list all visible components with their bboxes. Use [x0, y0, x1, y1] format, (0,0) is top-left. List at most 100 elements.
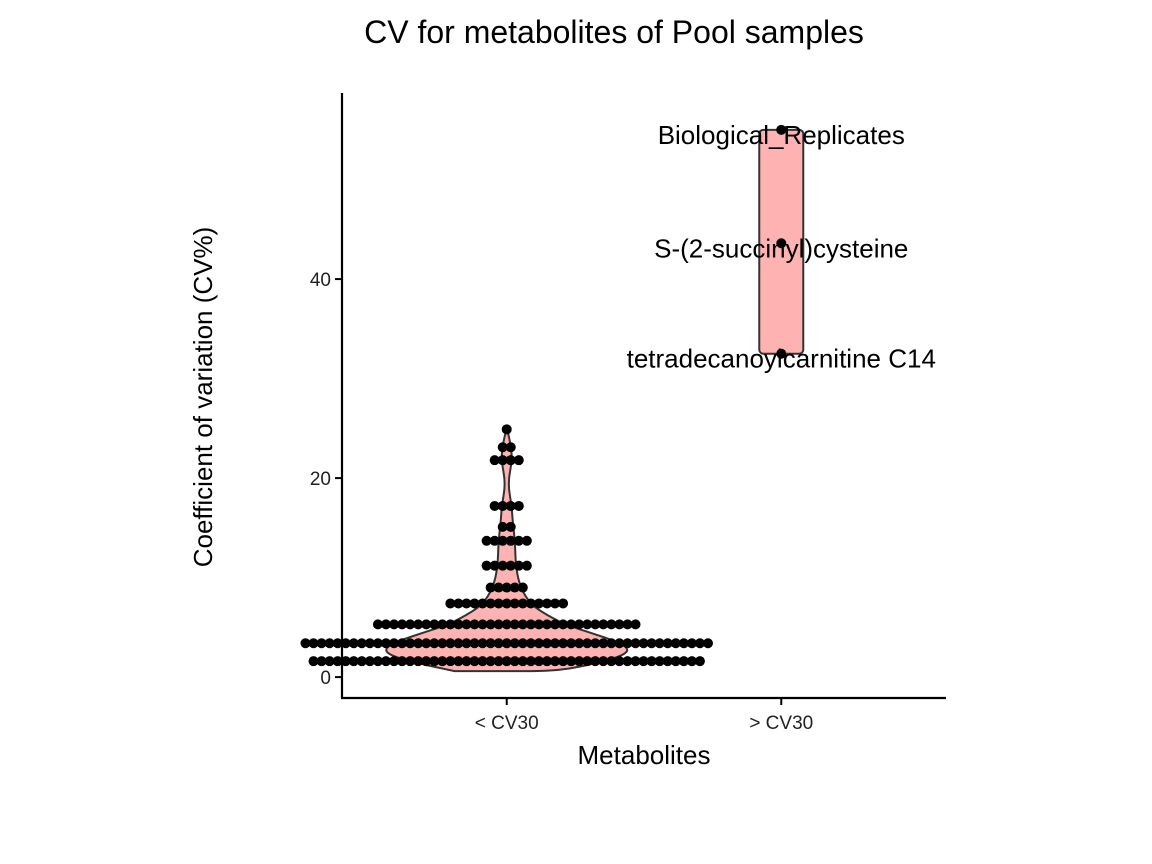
data-point — [566, 619, 577, 630]
data-point — [646, 656, 657, 667]
data-point — [525, 619, 536, 630]
y-tick-label: 20 — [310, 469, 331, 490]
data-point — [497, 521, 508, 532]
data-point — [686, 656, 697, 667]
data-point — [525, 638, 536, 649]
data-point — [776, 124, 787, 135]
data-point — [461, 598, 472, 609]
data-point — [453, 598, 464, 609]
data-point — [501, 638, 512, 649]
data-point — [477, 598, 488, 609]
data-point — [445, 638, 456, 649]
data-point — [497, 535, 508, 546]
data-point — [541, 598, 552, 609]
data-point — [558, 638, 569, 649]
violins — [385, 128, 805, 673]
data-point — [614, 656, 625, 667]
data-point — [574, 619, 585, 630]
data-point — [694, 638, 705, 649]
chart-title: CV for metabolites of Pool samples — [364, 14, 864, 50]
annotations: Biological_Replicates S-(2-succinyl)cyste… — [627, 120, 936, 374]
data-point — [590, 656, 601, 667]
data-point — [493, 619, 504, 630]
data-point — [316, 638, 327, 649]
data-point — [550, 598, 561, 609]
data-point — [437, 619, 448, 630]
data-point — [477, 638, 488, 649]
data-point — [646, 638, 657, 649]
data-point — [477, 656, 488, 667]
data-point — [505, 455, 516, 466]
data-point — [348, 638, 359, 649]
dots — [300, 124, 787, 667]
data-point — [389, 619, 400, 630]
point-label: S-(2-succinyl)cysteine — [654, 233, 908, 263]
data-point — [582, 638, 593, 649]
data-point — [461, 619, 472, 630]
data-point — [505, 535, 516, 546]
data-point — [574, 638, 585, 649]
data-point — [501, 598, 512, 609]
data-point — [372, 638, 383, 649]
data-point — [702, 638, 713, 649]
data-point — [525, 656, 536, 667]
data-point — [469, 656, 480, 667]
y-tick-label: 40 — [310, 270, 331, 291]
x-ticks: < CV30 > CV30 — [475, 698, 813, 734]
data-point — [509, 582, 520, 593]
data-point — [533, 598, 544, 609]
data-point — [582, 619, 593, 630]
data-point — [485, 656, 496, 667]
data-point — [340, 638, 351, 649]
data-point — [521, 560, 532, 571]
data-point — [622, 638, 633, 649]
data-point — [308, 656, 319, 667]
data-point — [316, 656, 327, 667]
data-point — [558, 619, 569, 630]
data-point — [364, 656, 375, 667]
data-point — [469, 638, 480, 649]
data-point — [405, 656, 416, 667]
data-point — [497, 442, 508, 453]
data-point — [429, 656, 440, 667]
data-point — [638, 656, 649, 667]
data-point — [590, 619, 601, 630]
data-point — [497, 560, 508, 571]
data-point — [505, 442, 516, 453]
data-point — [590, 638, 601, 649]
data-point — [413, 656, 424, 667]
data-point — [662, 656, 673, 667]
data-point — [533, 638, 544, 649]
data-point — [509, 619, 520, 630]
data-point — [505, 560, 516, 571]
data-point — [638, 638, 649, 649]
data-point — [678, 638, 689, 649]
data-point — [501, 656, 512, 667]
data-point — [525, 598, 536, 609]
data-point — [517, 598, 528, 609]
data-point — [574, 656, 585, 667]
data-point — [550, 656, 561, 667]
data-point — [485, 598, 496, 609]
data-point — [380, 619, 391, 630]
data-point — [521, 535, 532, 546]
data-point — [630, 619, 641, 630]
data-point — [489, 535, 500, 546]
data-point — [776, 238, 787, 249]
data-point — [598, 638, 609, 649]
data-point — [437, 638, 448, 649]
data-point — [670, 638, 681, 649]
data-point — [614, 619, 625, 630]
data-point — [606, 656, 617, 667]
data-point — [461, 638, 472, 649]
data-point — [477, 619, 488, 630]
data-point — [421, 656, 432, 667]
data-point — [493, 656, 504, 667]
data-point — [453, 619, 464, 630]
data-point — [566, 656, 577, 667]
data-point — [356, 638, 367, 649]
data-point — [485, 582, 496, 593]
data-point — [405, 619, 416, 630]
data-point — [324, 638, 335, 649]
data-point — [614, 638, 625, 649]
